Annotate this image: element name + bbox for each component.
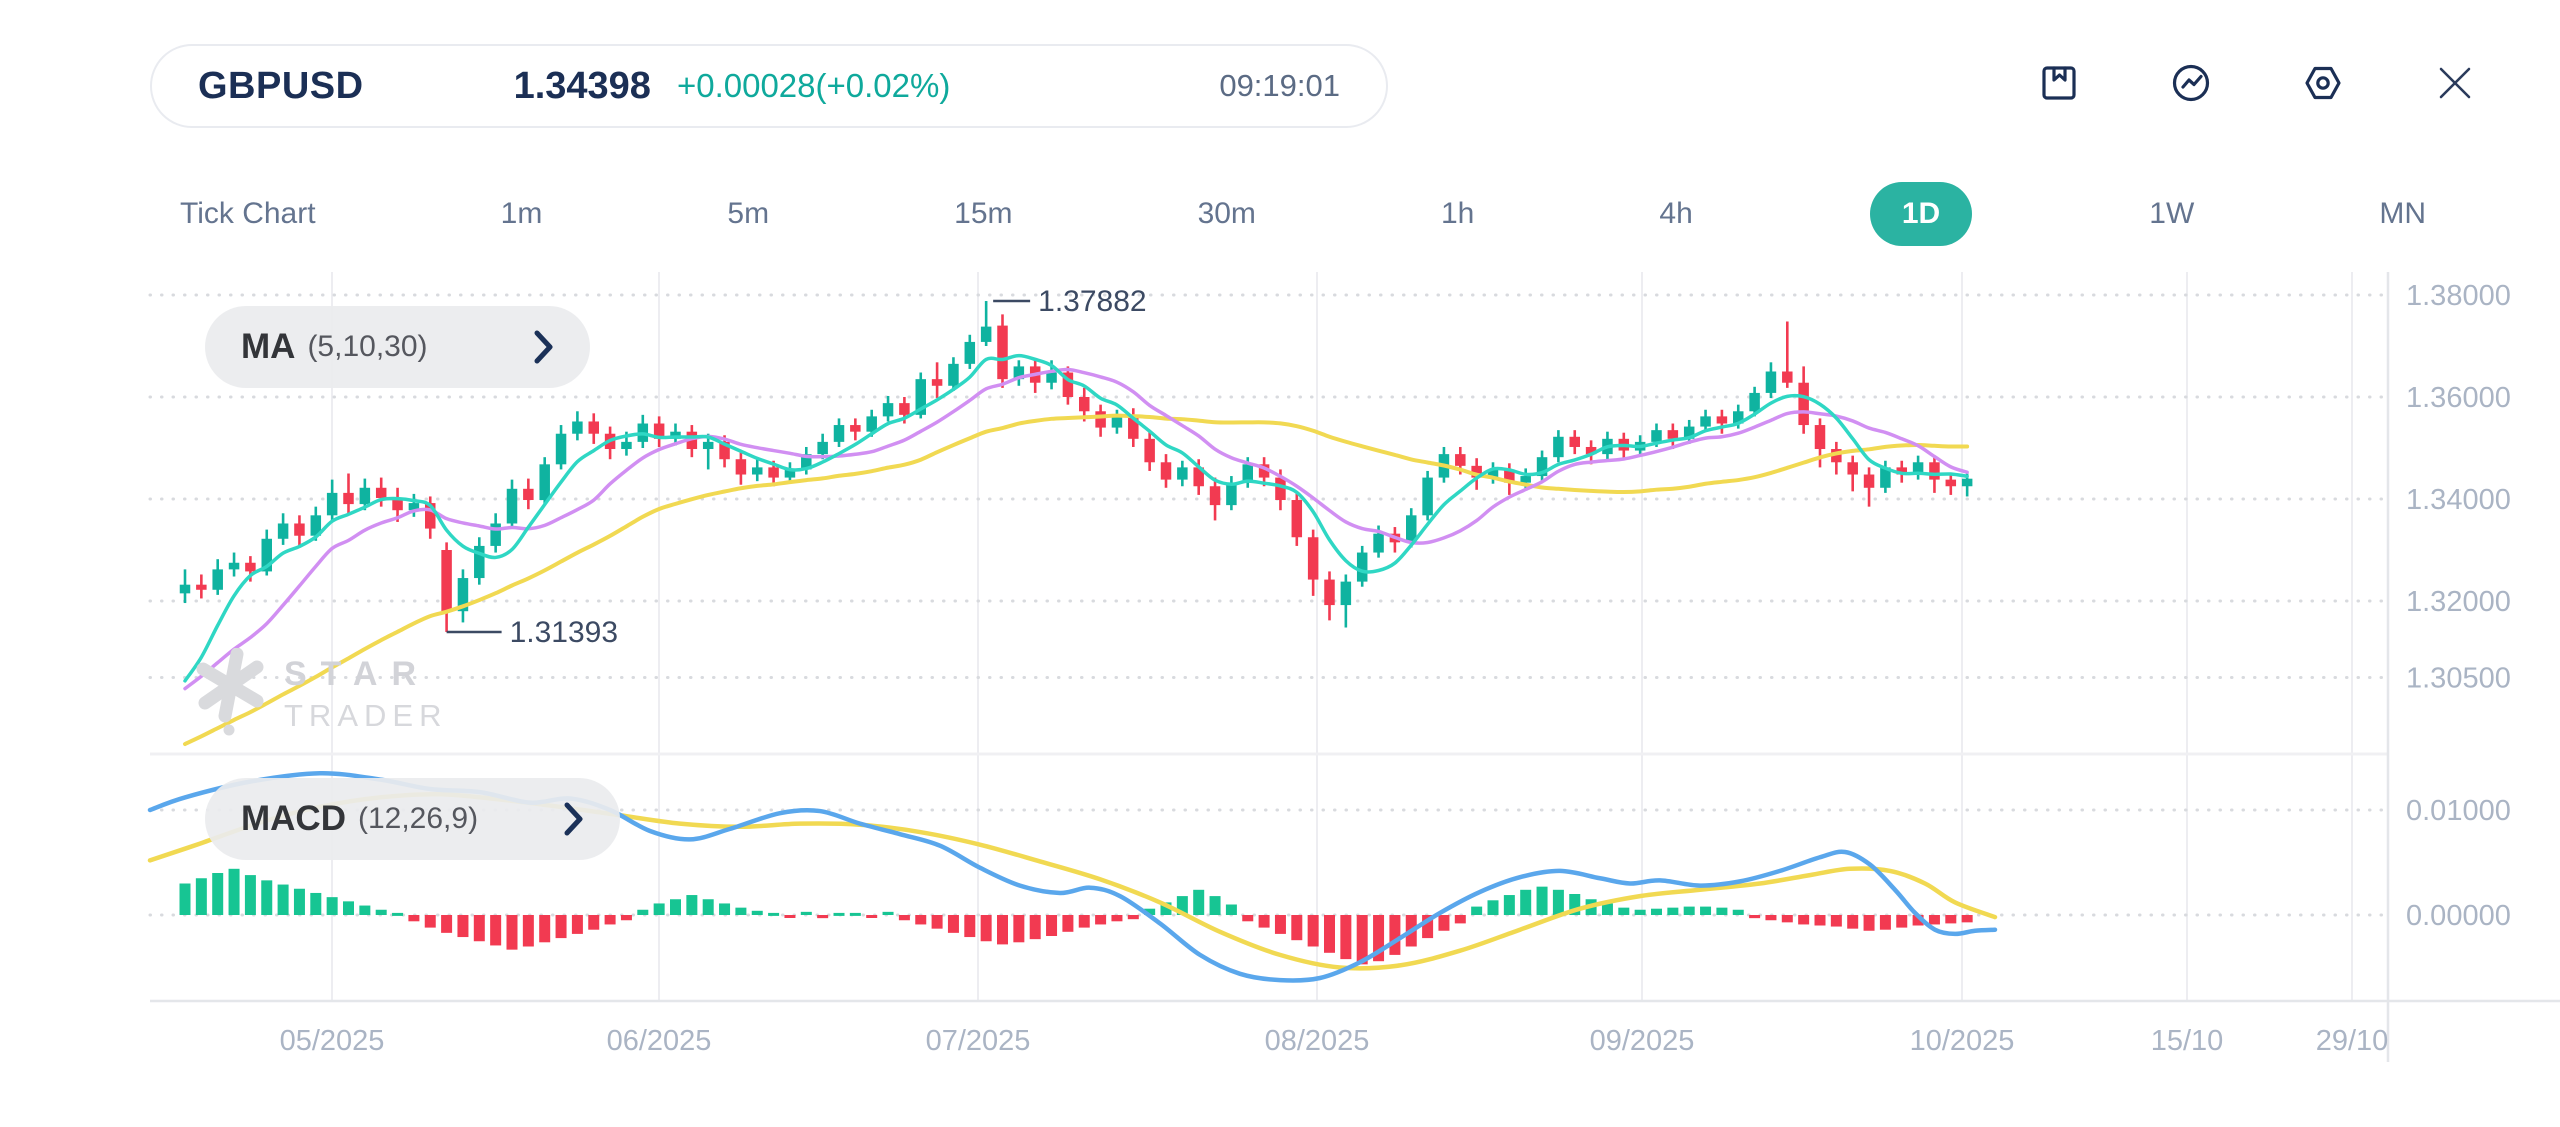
price-axis-label: 1.36000 [2406,382,2511,414]
timeframe-tabs: Tick Chart 1m 5m 15m 30m 1h 4h 1D 1W MN [172,178,2434,250]
tab-mn[interactable]: MN [2379,197,2426,230]
tab-15m[interactable]: 15m [954,197,1013,230]
time-axis-label: 06/2025 [607,1025,712,1057]
price-gridlines: 1.38000 1.36000 1.34000 1.32000 1.30500 0.010… [148,280,2511,932]
macd-histogram [179,868,1973,965]
tab-5m[interactable]: 5m [727,197,770,230]
price-axis-label: 1.30500 [2406,663,2511,695]
last-price: 1.34398 [513,64,651,107]
price-chart[interactable]: 1.38000 1.36000 1.34000 1.32000 1.30500 0.010… [0,260,2560,1127]
price-change: +0.00028(+0.02%) [676,67,951,104]
watermark: STAR TRADER [196,647,448,741]
time-axis-label: 08/2025 [1265,1025,1370,1057]
symbol-pill[interactable]: GBPUSD 1.34398 +0.00028(+0.02%) 09:19:01 [150,44,1388,128]
star-logo-icon [196,647,266,741]
tab-30m[interactable]: 30m [1197,197,1256,230]
close-icon[interactable] [2432,60,2478,106]
ma30-line [183,413,1970,747]
time-axis-label: 09/2025 [1590,1025,1695,1057]
ma-params: (5,10,30) [307,330,428,363]
macd-params: (12,26,9) [357,802,479,835]
hexagon-settings-icon[interactable] [2300,60,2346,106]
time-axis-label: 29/10 [2316,1025,2389,1057]
watermark-line1: STAR [284,655,431,693]
header-actions [2036,60,2478,106]
server-time: 09:19:01 [1219,68,1340,103]
high-annotation: 1.37882 [1038,285,1146,318]
time-axis-label: 07/2025 [926,1025,1031,1057]
ma10-line [183,367,1969,691]
price-axis-label: 1.32000 [2406,586,2511,618]
tab-1w[interactable]: 1W [2149,197,2195,230]
ma-lines [183,353,1970,747]
price-axis-label: 1.38000 [2406,280,2511,312]
ma5-line [183,353,1969,683]
bookmark-icon[interactable] [2036,60,2082,106]
tab-1m[interactable]: 1m [500,197,543,230]
macd-axis-label: 0.00000 [2406,900,2511,932]
tab-4h[interactable]: 4h [1659,197,1693,230]
watermark-line2: TRADER [284,698,448,733]
tab-tick-chart[interactable]: Tick Chart [180,197,316,230]
macd-label: MACD [241,799,346,838]
ma-label: MA [241,327,296,366]
time-axis-label: 15/10 [2151,1025,2224,1057]
ma-indicator-pill[interactable]: MA (5,10,30) [205,306,590,388]
vertical-gridlines [331,272,2353,1001]
macd-indicator-pill[interactable]: MACD (12,26,9) [205,778,620,860]
tab-1h[interactable]: 1h [1440,197,1475,230]
time-axis-labels: 05/2025 06/2025 07/2025 08/2025 09/2025 10/20… [280,1025,2389,1057]
chevron-right-icon [534,330,554,364]
chevron-right-icon [564,802,584,836]
macd-axis-label: 0.01000 [2406,795,2511,827]
chart-line-circle-icon[interactable] [2168,60,2214,106]
price-axis-label: 1.34000 [2406,484,2511,516]
annotations: 1.37882 1.31393 [446,285,1147,649]
low-annotation: 1.31393 [510,616,618,649]
time-axis-label: 05/2025 [280,1025,385,1057]
tab-1d[interactable]: 1D [1869,182,1973,246]
time-axis-label: 10/2025 [1910,1025,2015,1057]
symbol-name: GBPUSD [198,64,364,107]
